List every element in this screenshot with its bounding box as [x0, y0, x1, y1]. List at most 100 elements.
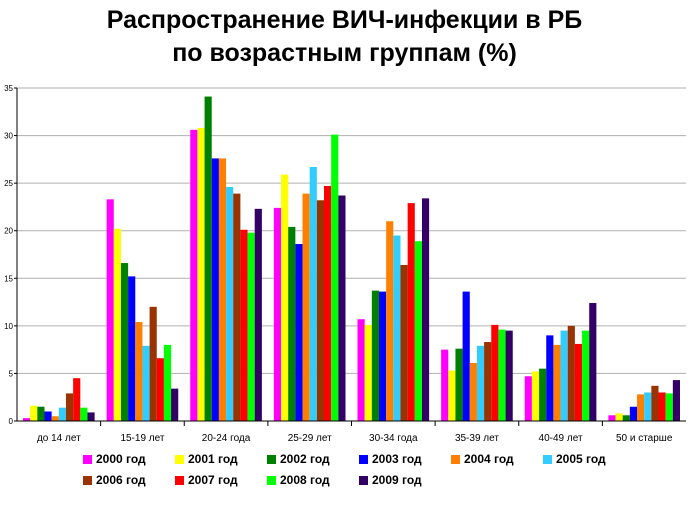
- bar: [637, 394, 645, 421]
- bar: [469, 362, 477, 421]
- bar: [197, 127, 205, 422]
- legend-label: 2004 год: [464, 452, 514, 466]
- bar: [629, 406, 638, 421]
- legend-item: 2007 год: [175, 473, 267, 487]
- bar: [462, 291, 470, 421]
- bar: [65, 393, 74, 421]
- bar: [226, 186, 234, 421]
- bar: [672, 380, 680, 421]
- legend-item: 2001 год: [175, 452, 267, 466]
- bar: [190, 129, 198, 422]
- bar: [567, 325, 575, 421]
- bar: [254, 208, 262, 421]
- bar: [120, 263, 129, 421]
- bar: [30, 405, 38, 421]
- bar: [324, 186, 332, 421]
- y-tick-label: 5: [9, 369, 14, 378]
- bar: [421, 198, 430, 421]
- bar-series: [23, 96, 680, 422]
- bar: [156, 358, 164, 421]
- chart-title: Распространение ВИЧ-инфекции в РБ: [106, 6, 583, 34]
- legend-label: 2003 год: [372, 452, 422, 466]
- legend-label: 2005 год: [556, 452, 606, 466]
- bar: [357, 319, 365, 421]
- legend-swatch: [175, 475, 184, 485]
- y-axis-ticks: 0 5 10 15 20 25 30 35: [4, 84, 13, 426]
- legend-label: 2008 год: [280, 473, 330, 487]
- legend-swatch: [267, 475, 276, 485]
- bar: [316, 200, 325, 421]
- bar: [531, 371, 540, 421]
- y-tick-label: 0: [9, 417, 14, 426]
- x-category-label: 30-34 года: [369, 433, 418, 444]
- bar: [665, 393, 673, 421]
- bar: [441, 349, 449, 421]
- bar: [476, 345, 485, 421]
- bar: [505, 330, 513, 421]
- bar: [378, 291, 387, 421]
- y-tick-label: 10: [4, 322, 13, 331]
- legend-label: 2007 год: [188, 473, 238, 487]
- bar: [546, 335, 554, 421]
- y-tick-label: 25: [4, 179, 13, 188]
- legend-label: 2002 год: [280, 452, 330, 466]
- x-category-label: 50 и старше: [616, 433, 673, 444]
- x-category-label: 20-24 года: [202, 433, 251, 444]
- bar: [644, 392, 652, 421]
- bar: [393, 235, 401, 421]
- bar: [448, 370, 456, 421]
- bar: [149, 306, 157, 421]
- legend-item: 2008 год: [267, 473, 359, 487]
- bar: [135, 322, 143, 421]
- legend-label: 2009 год: [372, 473, 422, 487]
- y-tick-label: 35: [4, 84, 13, 93]
- bar: [204, 96, 212, 421]
- bar: [87, 412, 95, 421]
- bar: [331, 134, 339, 421]
- x-category-label: до 14 лет: [37, 433, 81, 444]
- bar: [37, 406, 45, 421]
- bar: [615, 413, 623, 421]
- legend-swatch: [543, 454, 552, 464]
- legend-label: 2000 год: [96, 452, 146, 466]
- bar: [309, 166, 317, 421]
- legend-item: 2005 год: [543, 452, 635, 466]
- legend-item: 2003 год: [359, 452, 451, 466]
- x-category-label: 35-39 лет: [455, 433, 499, 444]
- chart-title-block: Распространение ВИЧ-инфекции в РБ по воз…: [0, 4, 689, 70]
- bar: [338, 195, 346, 421]
- bar: [80, 407, 88, 421]
- bar: [560, 330, 568, 421]
- bar: [400, 264, 408, 421]
- legend-swatch: [359, 454, 368, 464]
- legend-swatch: [359, 475, 368, 485]
- bar: [218, 158, 227, 421]
- bar: [414, 241, 422, 421]
- bar: [407, 203, 415, 421]
- x-category-label: 15-19 лет: [120, 433, 164, 444]
- bar: [371, 290, 379, 421]
- bar: [295, 244, 303, 421]
- legend-swatch: [451, 454, 460, 464]
- chart-subtitle: по возрастным группам (%): [172, 39, 517, 67]
- bar: [233, 193, 241, 421]
- legend-item: 2006 год: [83, 473, 175, 487]
- legend-swatch: [267, 454, 276, 464]
- legend-item: 2000 год: [83, 452, 175, 466]
- legend-label: 2006 год: [96, 473, 146, 487]
- legend-swatch: [83, 475, 92, 485]
- bar: [240, 229, 248, 421]
- bar: [589, 303, 597, 421]
- x-axis-categories: до 14 лет 15-19 лет 20-24 года 25-29 лет 30-…: [37, 433, 673, 444]
- bar: [574, 343, 583, 421]
- x-category-label: 40-49 лет: [539, 433, 583, 444]
- y-tick-label: 20: [4, 227, 13, 236]
- bar: [171, 388, 179, 421]
- bar: [491, 324, 499, 421]
- bar: [582, 330, 590, 421]
- bar: [608, 415, 616, 421]
- x-category-label: 25-29 лет: [288, 433, 332, 444]
- bar: [128, 276, 136, 421]
- bar: [288, 226, 296, 421]
